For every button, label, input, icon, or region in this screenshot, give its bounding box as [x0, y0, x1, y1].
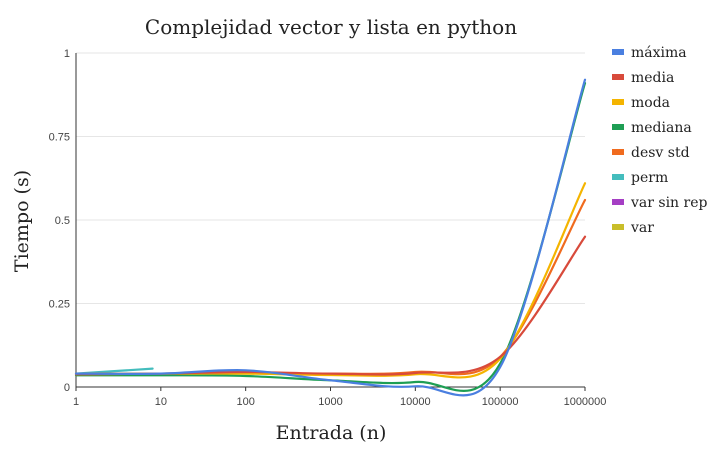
- y-tick-label: 0.25: [49, 299, 70, 311]
- x-tick-label: 1: [73, 396, 79, 408]
- axes: [75, 53, 586, 391]
- legend-label: máxima: [631, 45, 687, 61]
- legend-label: var sin rep: [630, 195, 708, 211]
- x-tick-label: 100: [236, 396, 254, 408]
- legend: máxima media moda mediana desv std perm var si…: [612, 45, 708, 236]
- y-tick-label: 0.75: [49, 132, 70, 144]
- legend-label: media: [631, 70, 674, 86]
- legend-swatch: [612, 174, 624, 180]
- legend-swatch: [612, 149, 624, 155]
- legend-label: perm: [631, 170, 668, 186]
- x-tick-label: 1000: [318, 396, 342, 408]
- legend-swatch: [612, 124, 624, 130]
- legend-swatch: [612, 99, 624, 105]
- legend-swatch: [612, 199, 624, 205]
- chart-title: Complejidad vector y lista en python: [145, 15, 517, 39]
- legend-swatch: [612, 74, 624, 80]
- grid-lines: [76, 52, 585, 304]
- y-tick-label: 0.5: [55, 215, 70, 227]
- legend-label: var: [630, 220, 654, 236]
- x-tick-label: 1000000: [564, 396, 607, 408]
- x-tick-label: 10: [155, 396, 167, 408]
- series-lines: [74, 78, 587, 397]
- series-line-1: [74, 78, 587, 397]
- x-tick-label: 100000: [482, 396, 519, 408]
- legend-swatch: [612, 224, 624, 230]
- legend-label: mediana: [631, 120, 692, 136]
- x-tick-label: 10000: [400, 396, 431, 408]
- legend-swatch: [612, 49, 624, 55]
- tick-labels: 0 0.25 0.5 0.75 1 1 10 100 1000 10000 100000 100000…: [49, 48, 607, 408]
- x-axis-title: Entrada (n): [276, 422, 387, 444]
- y-tick-label: 0: [64, 382, 70, 394]
- legend-label: moda: [631, 95, 670, 111]
- y-axis-title: Tiempo (s): [11, 170, 33, 272]
- legend-label: desv std: [631, 145, 690, 161]
- y-tick-label: 1: [64, 48, 70, 60]
